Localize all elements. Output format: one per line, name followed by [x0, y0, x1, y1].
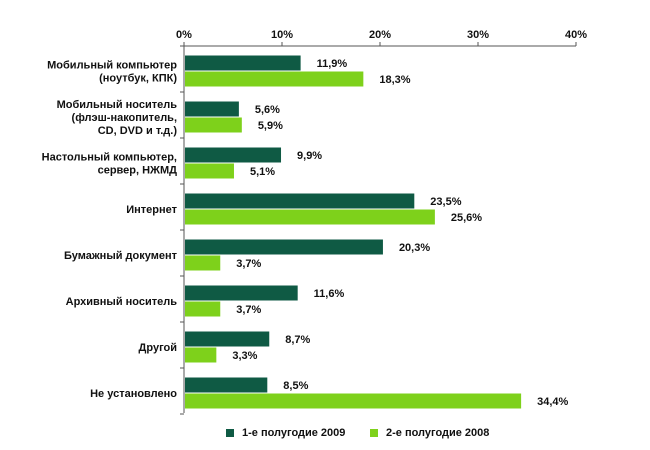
category-label: (флэш-накопитель, — [72, 112, 177, 124]
data-label-series-2: 18,3% — [379, 74, 410, 86]
bar-series-1 — [185, 101, 239, 117]
x-tick-label: 0% — [176, 29, 192, 41]
bar-chart: 0% 10% 20% 30% 40% Мобильный компьютер(ноутбу… — [42, 29, 587, 415]
legend-swatch-series-1 — [226, 429, 234, 437]
legend-label-series-1: 1-е полугодие 2009 — [242, 427, 346, 439]
bar-series-2 — [185, 301, 221, 317]
category-label: Интернет — [126, 204, 177, 216]
category-label: Мобильный компьютер — [47, 60, 177, 72]
bar-series-1 — [185, 239, 383, 255]
category-label: Другой — [139, 342, 177, 354]
data-label-series-2: 5,1% — [250, 166, 275, 178]
legend-item-series-1: 1-е полугодие 2009 — [226, 427, 345, 439]
x-tick-label: 40% — [565, 29, 587, 41]
bar-series-2 — [185, 71, 364, 87]
data-label-series-1: 23,5% — [430, 196, 461, 208]
bar-series-2 — [185, 255, 221, 271]
legend: 1-е полугодие 2009 2-е полугодие 2008 — [0, 427, 650, 447]
bar-series-1 — [185, 55, 301, 71]
bar-series-2 — [185, 163, 234, 179]
data-label-series-2: 3,3% — [232, 350, 257, 362]
data-label-series-1: 9,9% — [297, 150, 322, 162]
category-label: Бумажный документ — [64, 250, 178, 262]
category-label: Не установлено — [90, 388, 177, 400]
category-label: сервер, НЖМД — [98, 165, 178, 177]
data-label-series-1: 20,3% — [399, 242, 430, 254]
x-tick-label: 30% — [467, 29, 489, 41]
bar-series-1 — [185, 147, 282, 163]
legend-item-series-2: 2-е полугодие 2008 — [370, 427, 489, 439]
category-label: (ноутбук, КПК) — [99, 73, 177, 85]
category-label: Мобильный носитель — [57, 99, 178, 111]
data-label-series-1: 5,6% — [255, 104, 280, 116]
bar-series-2 — [185, 209, 435, 225]
bar-series-1 — [185, 285, 298, 301]
data-label-series-2: 34,4% — [537, 396, 568, 408]
data-label-series-1: 8,7% — [285, 334, 310, 346]
category-label: CD, DVD и т.д.) — [98, 125, 178, 137]
data-label-series-1: 11,9% — [317, 58, 348, 70]
bar-series-1 — [185, 377, 268, 393]
bar-series-2 — [185, 393, 522, 409]
data-label-series-1: 11,6% — [314, 288, 345, 300]
x-tick-label: 10% — [271, 29, 293, 41]
legend-label-series-2: 2-е полугодие 2008 — [386, 427, 490, 439]
data-label-series-2: 3,7% — [236, 304, 261, 316]
data-label-series-2: 25,6% — [451, 212, 482, 224]
legend-swatch-series-2 — [370, 429, 378, 437]
category-label: Настольный компьютер, — [42, 152, 177, 164]
bar-series-1 — [185, 193, 415, 209]
bar-series-2 — [185, 347, 217, 363]
bar-series-1 — [185, 331, 270, 347]
data-label-series-1: 8,5% — [283, 380, 308, 392]
bar-series-2 — [185, 117, 242, 133]
x-tick-label: 20% — [369, 29, 391, 41]
data-label-series-2: 5,9% — [258, 120, 283, 132]
category-label: Архивный носитель — [66, 296, 178, 308]
data-label-series-2: 3,7% — [236, 258, 261, 270]
